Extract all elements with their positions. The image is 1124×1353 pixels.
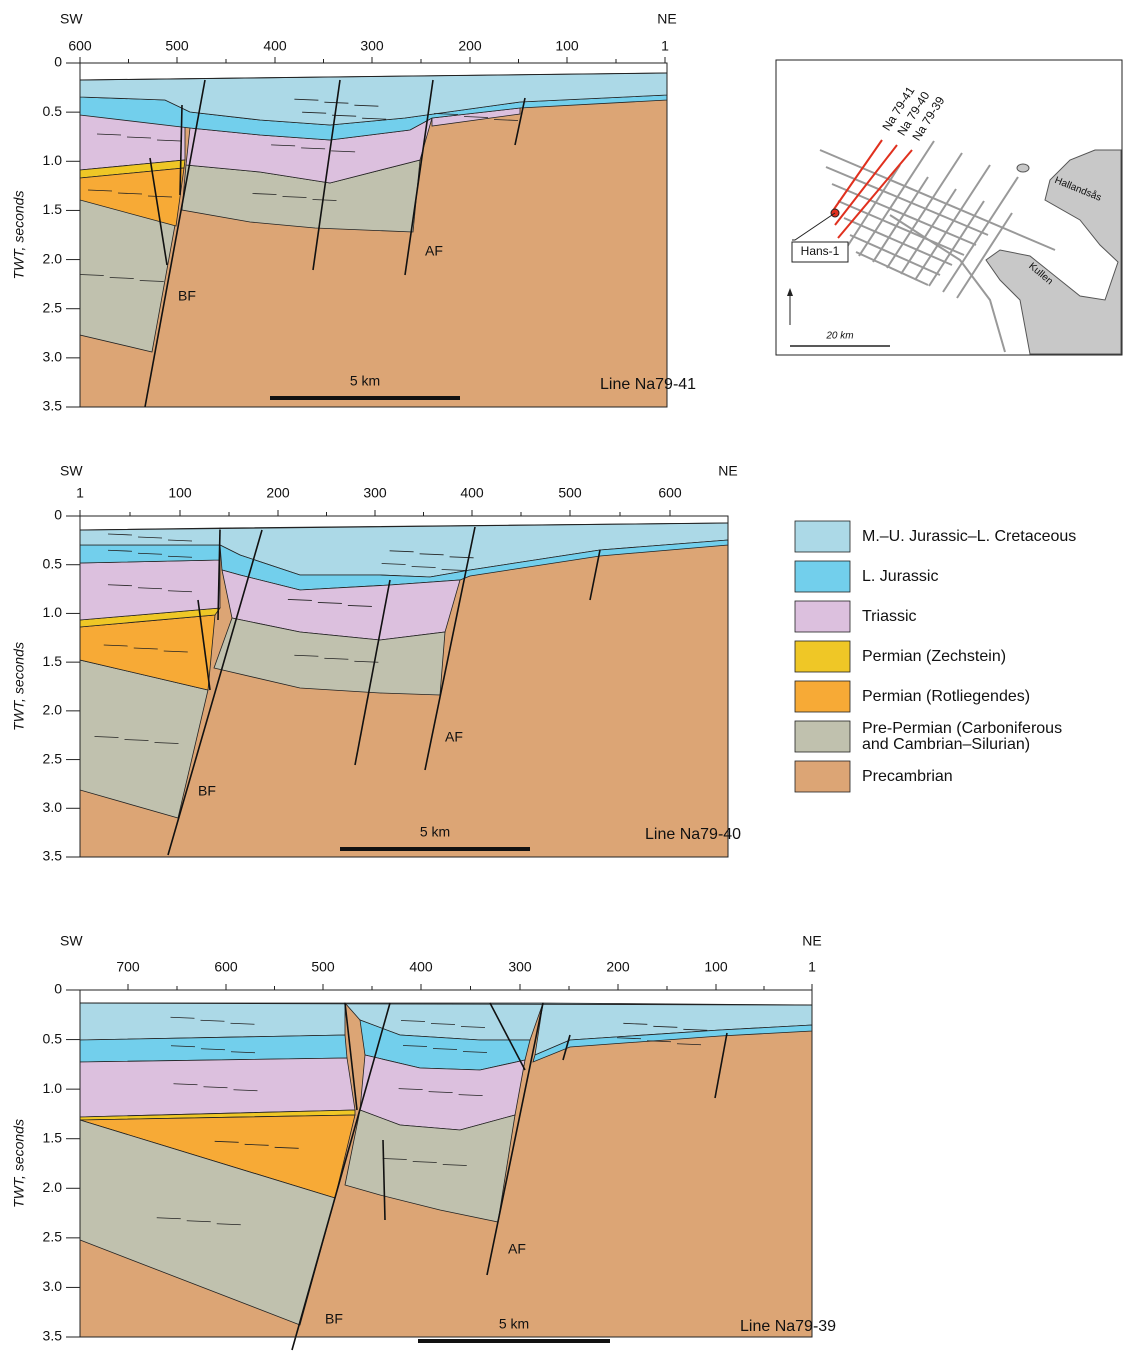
scale-label: 5 km — [350, 373, 380, 389]
y-tick-label: 3.0 — [43, 1278, 63, 1294]
y-tick-label: 2.0 — [43, 702, 63, 718]
shotpoint-label: 600 — [214, 959, 238, 975]
fault-label: AF — [445, 729, 463, 745]
cross-section: SW NE 600 500 400 300 200 100 1 0 0.5 1.0 1.5 2.0 2.5 3… — [11, 11, 696, 414]
legend-label: L. Jurassic — [862, 568, 938, 585]
fault-label: BF — [325, 1311, 343, 1327]
cross-section: SW NE 700 600 500 400 300 200 100 1 0 0.5 1.0 1.5 2.0 2… — [11, 933, 836, 1350]
shotpoint-label: 500 — [311, 959, 335, 975]
shotpoint-label: 500 — [558, 485, 582, 501]
y-tick-label: 2.0 — [43, 250, 63, 266]
y-tick-label: 1.0 — [43, 1080, 63, 1096]
layer — [80, 528, 220, 545]
legend-swatch — [795, 681, 850, 712]
line-label: Line Na79-39 — [740, 1318, 836, 1335]
direction-label: NE — [718, 463, 737, 479]
shotpoint-label: 600 — [68, 38, 92, 54]
y-axis-label: TWT, seconds — [11, 191, 27, 280]
cross-section: SW NE 1 100 200 300 400 500 600 0 0.5 1.0 1.5 2.0 2.5 3… — [11, 463, 741, 864]
y-tick-label: 2.5 — [43, 299, 63, 315]
legend-swatch — [795, 601, 850, 632]
legend-label: Precambrian — [862, 768, 953, 785]
legend-swatch — [795, 761, 850, 792]
legend-swatch — [795, 521, 850, 552]
shotpoint-label: 200 — [606, 959, 630, 975]
y-tick-label: 0 — [54, 54, 62, 70]
y-tick-label: 0.5 — [43, 103, 63, 119]
legend-label: Permian (Rotliegendes) — [862, 688, 1030, 705]
shotpoint-label: 200 — [458, 38, 482, 54]
shotpoint-label: 1 — [661, 38, 669, 54]
shotpoint-label: 300 — [508, 959, 532, 975]
shotpoint-label: 700 — [116, 959, 140, 975]
y-tick-label: 2.0 — [43, 1179, 63, 1195]
shotpoint-label: 100 — [168, 485, 192, 501]
legend-swatch — [795, 721, 850, 752]
y-tick-label: 1.0 — [43, 152, 63, 168]
shotpoint-label: 1 — [808, 959, 816, 975]
map-scale-label: 20 km — [825, 331, 853, 342]
fault-label: AF — [425, 243, 443, 259]
island — [1017, 164, 1029, 172]
y-tick-label: 3.0 — [43, 349, 63, 365]
y-tick-label: 1.0 — [43, 604, 63, 620]
shotpoint-label: 1 — [76, 485, 84, 501]
legend: M.–U. Jurassic–L. Cretaceous L. Jurassic T… — [795, 521, 1076, 792]
y-tick-label: 1.5 — [43, 201, 63, 217]
fault-label: BF — [198, 783, 216, 799]
line-label: Line Na79-40 — [645, 826, 741, 843]
y-tick-label: 0 — [54, 981, 62, 997]
legend-swatch — [795, 641, 850, 672]
well-label: Hans-1 — [801, 244, 840, 258]
y-tick-label: 0.5 — [43, 555, 63, 571]
direction-label: SW — [60, 463, 83, 479]
direction-label: NE — [802, 933, 821, 949]
layer — [80, 1003, 345, 1040]
y-tick-label: 0.5 — [43, 1030, 63, 1046]
shotpoint-label: 300 — [360, 38, 384, 54]
shotpoint-label: 400 — [409, 959, 433, 975]
y-tick-label: 1.5 — [43, 1129, 63, 1145]
y-tick-label: 3.5 — [43, 1328, 63, 1344]
layer — [80, 1035, 347, 1062]
y-tick-label: 3.0 — [43, 799, 63, 815]
legend-label: Pre-Permian (Carboniferous — [862, 720, 1062, 737]
shotpoint-label: 100 — [704, 959, 728, 975]
shotpoint-label: 200 — [266, 485, 290, 501]
y-axis-label: TWT, seconds — [11, 1119, 27, 1208]
shotpoint-label: 400 — [460, 485, 484, 501]
legend-label: M.–U. Jurassic–L. Cretaceous — [862, 528, 1076, 545]
shotpoint-label: 500 — [165, 38, 189, 54]
legend-label: Triassic — [862, 608, 917, 625]
figure: SWNE600500400300200100100.51.01.52.02.53… — [0, 0, 1124, 1353]
scale-label: 5 km — [420, 824, 450, 840]
y-tick-label: 0 — [54, 507, 62, 523]
legend-label: and Cambrian–Silurian) — [862, 736, 1030, 753]
legend-label: Permian (Zechstein) — [862, 648, 1006, 665]
direction-label: NE — [657, 11, 676, 27]
legend-swatch — [795, 561, 850, 592]
y-tick-label: 2.5 — [43, 750, 63, 766]
y-axis-label: TWT, seconds — [11, 642, 27, 731]
direction-label: SW — [60, 933, 83, 949]
line-label: Line Na79-41 — [600, 376, 696, 393]
fault-label: BF — [178, 288, 196, 304]
shotpoint-label: 300 — [363, 485, 387, 501]
shotpoint-label: 400 — [263, 38, 287, 54]
shotpoint-label: 100 — [555, 38, 579, 54]
fault-label: AF — [508, 1241, 526, 1257]
direction-label: SW — [60, 11, 83, 27]
shotpoint-label: 600 — [658, 485, 682, 501]
y-tick-label: 3.5 — [43, 848, 63, 864]
y-tick-label: 2.5 — [43, 1229, 63, 1245]
y-tick-label: 1.5 — [43, 653, 63, 669]
scale-label: 5 km — [499, 1316, 529, 1332]
y-tick-label: 3.5 — [43, 398, 63, 414]
